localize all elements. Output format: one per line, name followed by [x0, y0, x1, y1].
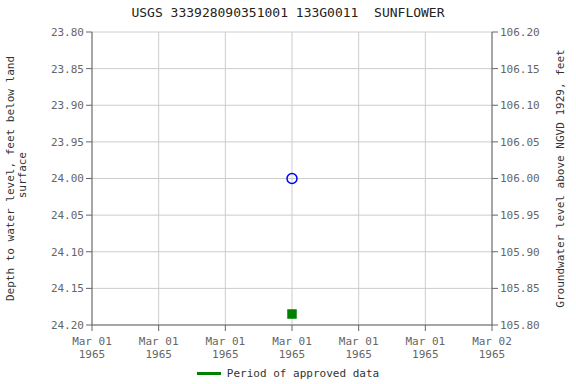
svg-text:24.15: 24.15 — [51, 282, 84, 295]
svg-text:23.85: 23.85 — [51, 63, 84, 76]
svg-text:106.15: 106.15 — [500, 63, 540, 76]
svg-text:105.80: 105.80 — [500, 319, 540, 332]
svg-text:Mar 011965: Mar 011965 — [139, 335, 179, 361]
svg-text:24.05: 24.05 — [51, 209, 84, 222]
svg-text:24.00: 24.00 — [51, 172, 84, 185]
svg-text:106.00: 106.00 — [500, 172, 540, 185]
svg-text:23.95: 23.95 — [51, 136, 84, 149]
svg-text:Depth to water level, feet bel: Depth to water level, feet below land su… — [8, 56, 29, 301]
html-text:Period of approved data: Period of approved data — [226, 367, 380, 380]
svg-text:23.80: 23.80 — [51, 26, 84, 39]
svg-text:Mar 011965: Mar 011965 — [272, 335, 312, 361]
svg-text:105.85: 105.85 — [500, 282, 540, 295]
svg-text:Mar 011965: Mar 011965 — [205, 335, 245, 361]
svg-text:23.90: 23.90 — [51, 99, 84, 112]
html-text:USGS 333928090351001 133G0011: USGS 333928090351001 133G0011 SUNFLOWER — [131, 5, 445, 20]
svg-text:106.10: 106.10 — [500, 99, 540, 112]
svg-text:Mar 011965: Mar 011965 — [339, 335, 379, 361]
svg-text:106.20: 106.20 — [500, 26, 540, 39]
svg-text:106.05: 106.05 — [500, 136, 540, 149]
svg-text:24.20: 24.20 — [51, 319, 84, 332]
svg-text:24.10: 24.10 — [51, 246, 84, 259]
svg-text:Mar 011965: Mar 011965 — [405, 335, 445, 361]
svg-text:Mar 021965: Mar 021965 — [472, 335, 512, 361]
svg-text:105.95: 105.95 — [500, 209, 540, 222]
svg-text:105.90: 105.90 — [500, 246, 540, 259]
svg-text:Mar 011965: Mar 011965 — [72, 335, 112, 361]
svg-text:Groundwater level above NGVD 1: Groundwater level above NGVD 1929, feet — [554, 49, 567, 307]
